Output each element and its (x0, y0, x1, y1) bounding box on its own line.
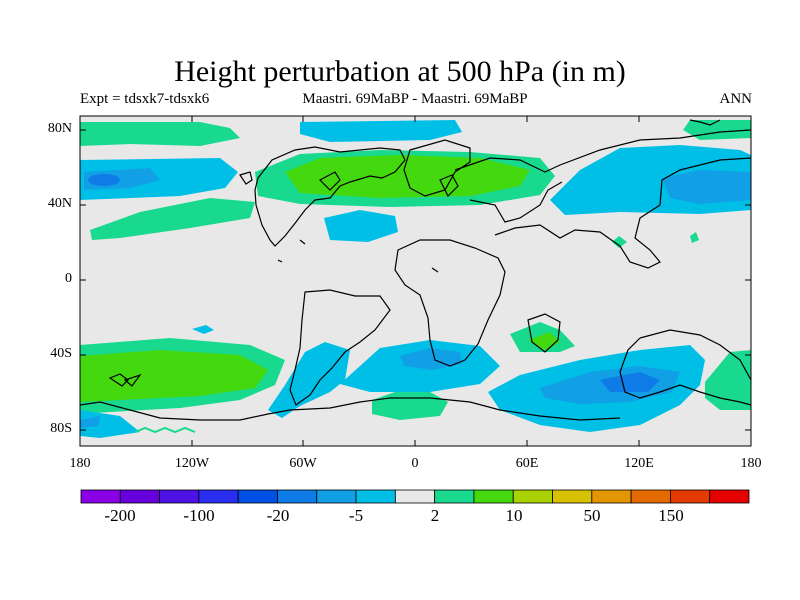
coastlines (80, 119, 751, 421)
field-region-green (90, 198, 255, 240)
field-region-green (690, 232, 699, 243)
lon-tick-label: 60E (515, 456, 539, 471)
colorbar-label: -5 (348, 506, 364, 525)
colorbar-box (434, 489, 475, 504)
field-region-lightblue (80, 416, 100, 428)
colorbar-box (277, 489, 318, 504)
contour-fill-layer (80, 120, 751, 438)
lat-tick-label: 0 (65, 271, 72, 286)
tick-marks (80, 116, 751, 446)
colorbar-label: 2 (430, 506, 440, 525)
colorbar-box (591, 489, 632, 504)
colorbar-box (237, 489, 278, 504)
colorbar (80, 489, 750, 504)
lon-tick-label: 120W (174, 456, 210, 471)
field-region-midblue (662, 170, 751, 204)
field-region-green (372, 392, 448, 420)
season-label: ANN (719, 91, 753, 107)
colorbar-box (394, 489, 436, 504)
field-region-brightgreen (80, 350, 268, 402)
lat-tick-label: 80S (50, 421, 72, 436)
lat-tick-label: 80N (47, 121, 72, 136)
colorbar-box (473, 489, 514, 504)
colorbar-box (552, 489, 593, 504)
lat-tick-label: 40S (50, 346, 72, 361)
field-region-lightblue (324, 210, 398, 242)
lon-tick-label: 0 (411, 456, 419, 471)
field-region-green (705, 350, 751, 410)
period-label: Maastri. 69MaBP - Maastri. 69MaBP (302, 91, 528, 107)
lat-tick-label: 40N (47, 196, 72, 211)
colorbar-box (709, 489, 750, 504)
colorbar-label: -100 (183, 506, 215, 525)
field-region-green (80, 122, 240, 146)
field-region-lightblue (300, 120, 462, 142)
field-region-darkblue (88, 174, 120, 186)
colorbar-label: -20 (266, 506, 290, 525)
field-region-green (612, 236, 627, 248)
field-region-lightblue (192, 325, 214, 334)
colorbar-box (119, 489, 160, 504)
field-region-green-dash (134, 426, 196, 434)
colorbar-label: -200 (104, 506, 136, 525)
colorbar-box (198, 489, 239, 504)
lon-tick-label: 120E (624, 456, 654, 471)
colorbar-box (355, 489, 396, 504)
field-region-lightblue (268, 342, 350, 418)
colorbar-box (316, 489, 357, 504)
colorbar-box (670, 489, 711, 504)
experiment-label: Expt = tdsxk7-tdsxk6 (80, 91, 210, 107)
colorbar-label: 50 (583, 506, 601, 525)
field-region-midblue (600, 372, 660, 392)
colorbar-box (630, 489, 671, 504)
colorbar-box (159, 489, 200, 504)
lon-tick-label: 180 (740, 456, 762, 471)
colorbar-box (512, 489, 553, 504)
colorbar-box (80, 489, 121, 504)
colorbar-label: 150 (658, 506, 684, 525)
lon-tick-label: 60W (289, 456, 317, 471)
colorbar-label: 10 (505, 506, 523, 525)
lon-tick-label: 180 (69, 456, 91, 471)
page-title: Height perturbation at 500 hPa (in m) (174, 55, 626, 88)
